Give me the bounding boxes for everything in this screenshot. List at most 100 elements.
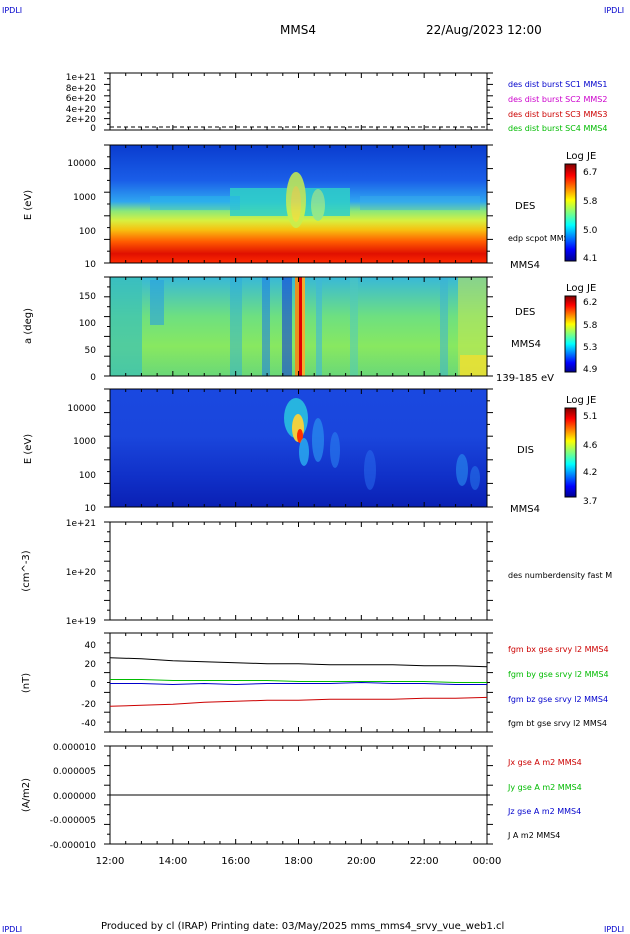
ytick-label: 0.000000: [53, 792, 96, 802]
panel-2-des-energy: 10000 1000 100 10 E (eV) DES edp scpot M…: [23, 144, 598, 271]
instrument-label: DIS: [517, 445, 534, 456]
header-datetime: 22/Aug/2023 12:00: [426, 23, 542, 37]
ytick-label: -0.000005: [50, 816, 96, 826]
colorbar-tick: 6.7: [583, 168, 597, 178]
colorbar-title: Log JE: [566, 151, 596, 162]
y-axis-label: (cm^-3): [21, 550, 32, 591]
colorbar-tick: 4.1: [583, 254, 597, 264]
ytick-label: 1e+20: [66, 568, 97, 578]
ytick-label: 10000: [67, 404, 96, 414]
overlay-label: edp scpot MMS4: [508, 234, 574, 243]
panel-4-dis-energy: 10000 1000 100 10 E (eV) DIS MMS4 Log JE…: [23, 388, 598, 515]
y-axis-label: a (deg): [23, 308, 34, 344]
ytick-label: -40: [81, 719, 96, 729]
energy-range-label: 139-185 eV: [496, 373, 554, 384]
ytick-label: 0: [90, 373, 96, 383]
y-axis-label: (A/m2): [21, 778, 32, 812]
colorbar-title: Log JE: [566, 283, 596, 294]
series-line-3: [110, 681, 487, 686]
spacecraft-label: MMS4: [511, 339, 541, 350]
spacecraft-label: MMS4: [510, 260, 540, 271]
colorbar: [564, 295, 577, 373]
ytick-label: 10: [85, 260, 97, 270]
ytick-label: 10: [85, 504, 97, 514]
ytick-label: 1000: [73, 193, 96, 203]
legend-entry: des dist burst SC4 MMS4: [508, 124, 607, 133]
ytick-label: 6e+20: [66, 94, 97, 104]
ytick-label: 4e+20: [66, 105, 97, 115]
ytick-label: 20: [85, 660, 97, 670]
legend-entry: J A m2 MMS4: [507, 831, 560, 840]
ytick-label: 40: [85, 641, 97, 651]
panel-1-burst: 1e+21 8e+20 6e+20 4e+20 2e+20 0 des dist…: [66, 72, 607, 134]
panel-5-density: 1e+21 1e+20 1e+19 (cm^-3) des numberdens…: [21, 519, 612, 627]
corner-label-top-right: IPDLI: [604, 6, 624, 15]
ytick-label: 2e+20: [66, 115, 97, 125]
ytick-label: 100: [79, 471, 96, 481]
spacecraft-label: MMS4: [510, 504, 540, 515]
header-spacecraft: MMS4: [280, 23, 316, 37]
legend-entry: fgm bz gse srvy l2 MMS4: [508, 695, 608, 704]
fgm-series-group: [109, 657, 488, 707]
ytick-label: 0.000010: [53, 743, 96, 753]
ytick-label: 1e+19: [66, 617, 97, 627]
ytick-label: -20: [81, 700, 96, 710]
panel-7-current-density: 0.000010 0.000005 0.000000 -0.000005 -0.…: [21, 743, 582, 851]
ytick-label: 100: [79, 227, 96, 237]
corner-label-bottom-left: IPDLI: [2, 925, 22, 934]
y-axis-label: E (eV): [23, 434, 34, 464]
ytick-label: 1e+21: [66, 519, 96, 529]
colorbar-tick: 5.8: [583, 197, 598, 207]
ytick-label: 8e+20: [66, 84, 97, 94]
ytick-label: 0: [90, 124, 96, 134]
ytick-label: 0: [90, 680, 96, 690]
xtick-label: 22:00: [410, 856, 439, 867]
xtick-label: 18:00: [284, 856, 313, 867]
legend-entry: fgm bt gse srvy l2 MMS4: [508, 719, 607, 728]
colorbar-tick: 4.6: [583, 441, 598, 451]
tick-marks: [104, 72, 493, 845]
legend-entry: Jx gse A m2 MMS4: [507, 758, 582, 767]
panel-6-magnetic-field: 40 20 0 -20 -40 (nT) fgm bx gse srvy l2 …: [21, 632, 609, 733]
xtick-label: 12:00: [96, 856, 125, 867]
colorbar-tick: 5.1: [583, 412, 597, 422]
ytick-label: 100: [79, 319, 96, 329]
legend-entry: fgm by gse srvy l2 MMS4: [508, 670, 609, 679]
y-axis-label: E (eV): [23, 190, 34, 220]
corner-label-top-left: IPDLI: [2, 6, 22, 15]
series-line-4: [109, 657, 488, 668]
dis-energy-features: [284, 398, 480, 490]
x-axis: 12:00 14:00 16:00 18:00 20:00 22:00 00:0…: [96, 856, 502, 867]
series-line-1: [109, 696, 488, 707]
xtick-label: 00:00: [473, 856, 502, 867]
colorbar-title: Log JE: [566, 395, 596, 406]
y-axis-label: (nT): [21, 673, 32, 693]
colorbar-tick: 4.9: [583, 365, 598, 375]
footer-credits: Produced by cl (IRAP) Printing date: 03/…: [101, 921, 504, 932]
xtick-label: 14:00: [158, 856, 187, 867]
ytick-label: 50: [85, 346, 97, 356]
ytick-label: 0.000005: [53, 767, 96, 777]
instrument-label: DES: [515, 201, 535, 212]
ytick-label: 10000: [67, 159, 96, 169]
colorbar: [564, 163, 577, 262]
pitch-angle-features: [110, 277, 487, 376]
instrument-label: DES: [515, 307, 535, 318]
colorbar: [564, 407, 577, 498]
colorbar-tick: 5.3: [583, 343, 597, 353]
xtick-label: 20:00: [347, 856, 376, 867]
legend-entry: des dist burst SC3 MMS3: [508, 110, 607, 119]
legend-entry: des dist burst SC1 MMS1: [508, 80, 607, 89]
ytick-label: -0.000010: [50, 841, 96, 851]
series-line-2: [110, 679, 487, 683]
xtick-label: 16:00: [221, 856, 250, 867]
ytick-label: 150: [79, 292, 96, 302]
legend-entry: des dist burst SC2 MMS2: [508, 95, 607, 104]
legend-entry: des numberdensity fast M: [508, 571, 612, 580]
des-energy-features: [150, 172, 480, 228]
ytick-label: 1000: [73, 437, 96, 447]
colorbar-tick: 3.7: [583, 497, 597, 507]
legend-entry: Jy gse A m2 MMS4: [507, 783, 582, 792]
legend-entry: fgm bx gse srvy l2 MMS4: [508, 645, 609, 654]
panel-3-des-pitch-angle: 150 100 50 0 a (deg) DES MMS4 139-185 eV…: [23, 276, 598, 384]
